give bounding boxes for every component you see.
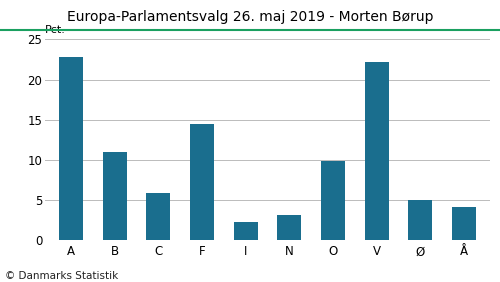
Bar <box>278 215 301 240</box>
Text: © Danmarks Statistik: © Danmarks Statistik <box>5 271 118 281</box>
Bar <box>408 200 432 240</box>
Bar <box>59 57 83 240</box>
Text: Pct.: Pct. <box>45 25 66 36</box>
Bar <box>452 207 476 240</box>
Text: Europa-Parlamentsvalg 26. maj 2019 - Morten Børup: Europa-Parlamentsvalg 26. maj 2019 - Mor… <box>67 10 433 24</box>
Bar <box>146 193 171 240</box>
Bar <box>234 222 258 240</box>
Bar <box>364 62 388 240</box>
Bar <box>321 161 345 240</box>
Bar <box>190 124 214 240</box>
Bar <box>103 152 127 240</box>
